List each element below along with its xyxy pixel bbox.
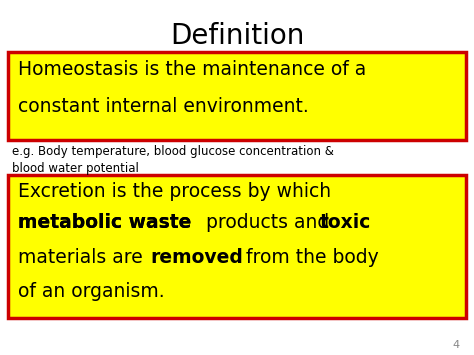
Text: constant internal environment.: constant internal environment. <box>18 97 309 116</box>
Text: metabolic waste: metabolic waste <box>18 213 191 232</box>
Text: Excretion is the process by which: Excretion is the process by which <box>18 182 331 201</box>
Text: 4: 4 <box>453 340 460 350</box>
Text: materials are: materials are <box>18 248 149 267</box>
Text: removed: removed <box>150 248 243 267</box>
Text: metabolic waste: metabolic waste <box>18 213 191 232</box>
Text: Definition: Definition <box>170 22 304 50</box>
Text: Homeostasis is the maintenance of a: Homeostasis is the maintenance of a <box>18 60 366 79</box>
Text: from the body: from the body <box>240 248 379 267</box>
Text: of an organism.: of an organism. <box>18 282 164 301</box>
Bar <box>8 52 466 140</box>
Text: e.g. Body temperature, blood glucose concentration &
blood water potential: e.g. Body temperature, blood glucose con… <box>12 145 334 175</box>
Text: products and: products and <box>200 213 335 232</box>
Text: toxic: toxic <box>320 213 371 232</box>
Bar <box>8 175 466 318</box>
